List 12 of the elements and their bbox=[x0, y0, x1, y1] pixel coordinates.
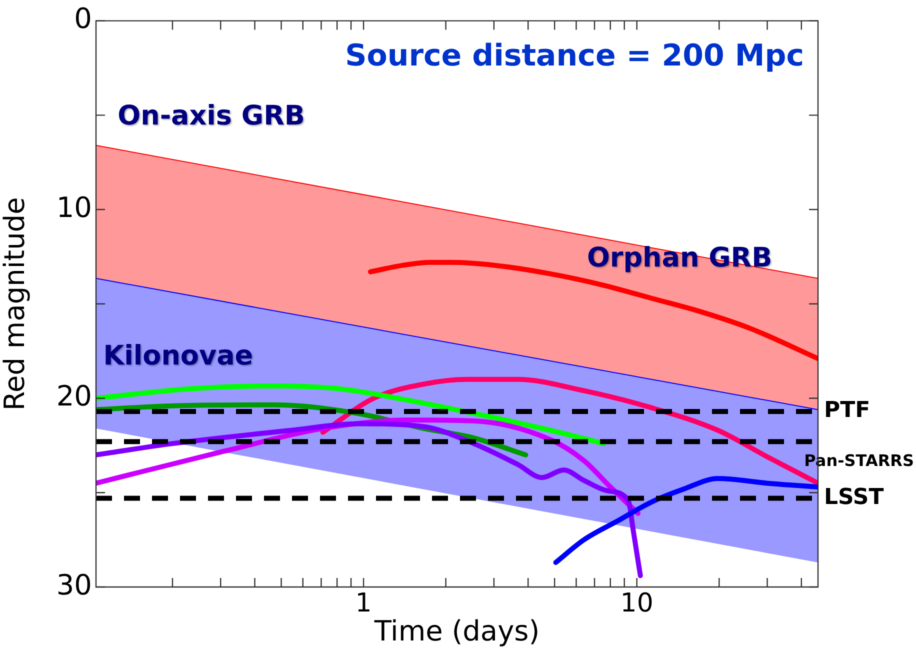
text: Source distance = 200 Mpc bbox=[345, 38, 804, 74]
ref-line-label: LSST bbox=[824, 485, 884, 510]
y-axis-title: Red magnitude bbox=[0, 197, 32, 411]
ref-line-label: PTF bbox=[824, 398, 870, 424]
x-tick-label: 1 bbox=[355, 588, 372, 618]
y-tick-label: 10 bbox=[56, 190, 92, 224]
y-tick-label: 0 bbox=[74, 2, 92, 36]
y-tick-label: 20 bbox=[56, 380, 92, 413]
series-label: On-axis GRB bbox=[118, 100, 305, 132]
x-axis-title: Time (days) bbox=[373, 614, 540, 648]
series-label: Kilonovae bbox=[103, 340, 254, 372]
y-tick-label: 30 bbox=[56, 568, 92, 602]
